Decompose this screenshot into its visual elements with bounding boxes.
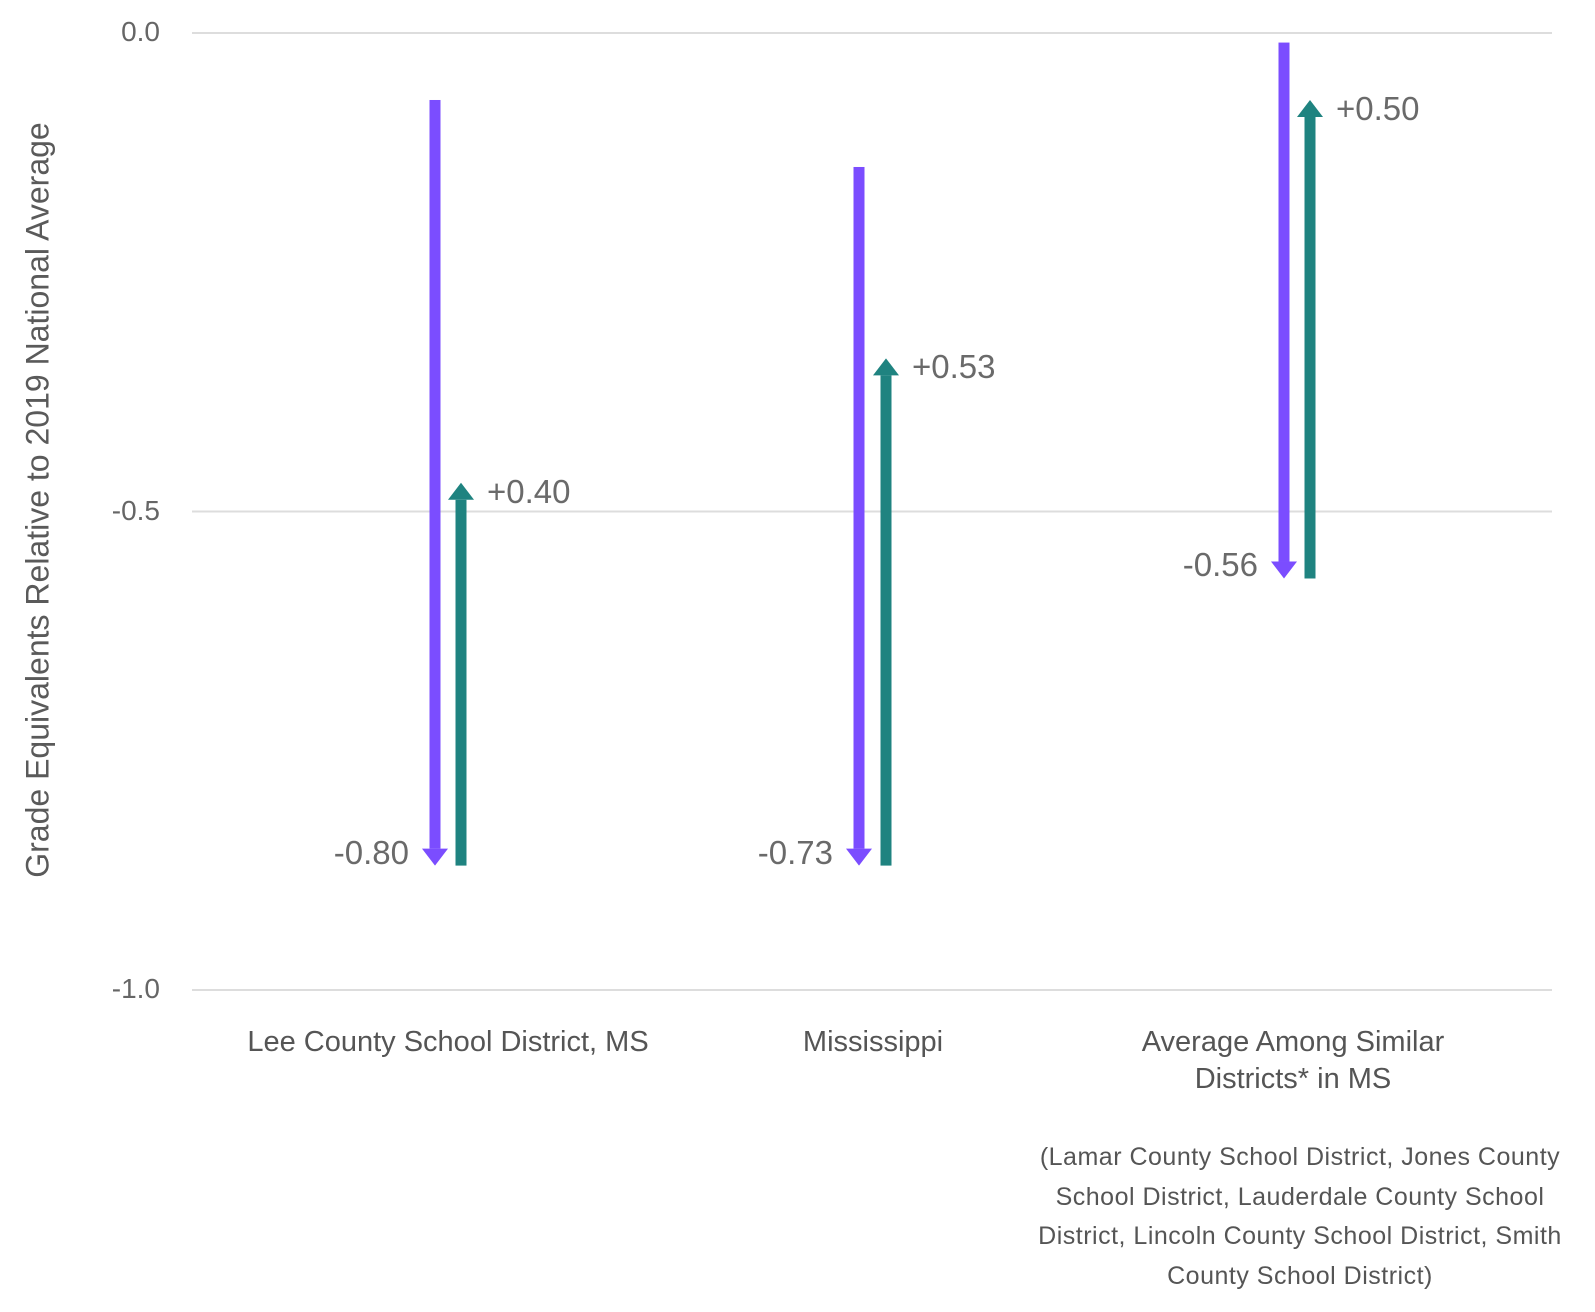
arrows	[422, 42, 1323, 866]
y-axis-label: Grade Equivalents Relative to 2019 Natio…	[19, 122, 56, 878]
decline-arrow-head	[846, 848, 872, 866]
data-label: -0.80	[333, 833, 409, 871]
recovery-arrow	[873, 358, 899, 866]
data-label: +0.53	[912, 348, 996, 386]
decline-arrow-head	[1271, 561, 1297, 579]
data-label: -0.73	[757, 833, 833, 871]
data-label: -0.56	[1182, 546, 1258, 584]
category-label-similar-districts: Average Among Similar Districts* in MS	[1141, 1026, 1445, 1095]
y-tick-label: -0.5	[111, 494, 160, 526]
similar-districts-note: (Lamar County School District, Jones Cou…	[1038, 1143, 1562, 1290]
decline-arrow	[1271, 42, 1297, 579]
recovery-arrow	[448, 482, 474, 866]
recovery-arrow-head	[1297, 99, 1323, 117]
decline-arrow-shaft	[429, 99, 441, 849]
decline-arrow-shaft	[1278, 42, 1290, 562]
recovery-arrow-shaft	[1304, 116, 1316, 579]
recovery-arrow-shaft	[880, 375, 892, 866]
decline-arrow	[846, 166, 872, 866]
y-tick-label: 0.0	[121, 16, 160, 47]
recovery-arrow-head	[873, 358, 899, 376]
recovery-arrow-shaft	[455, 499, 467, 866]
data-label: +0.40	[487, 472, 571, 510]
recovery-arrow	[1297, 99, 1323, 579]
decline-arrow-shaft	[853, 166, 865, 849]
gridlines	[192, 32, 1552, 991]
category-label-lee-county: Lee County School District, MS	[247, 1026, 649, 1058]
data-label: +0.50	[1336, 89, 1420, 127]
decline-arrow	[422, 99, 448, 866]
y-tick-label: -1.0	[111, 973, 160, 1004]
category-label-mississippi: Mississippi	[802, 1026, 944, 1058]
decline-arrow-head	[422, 848, 448, 866]
recovery-arrow-head	[448, 482, 474, 500]
